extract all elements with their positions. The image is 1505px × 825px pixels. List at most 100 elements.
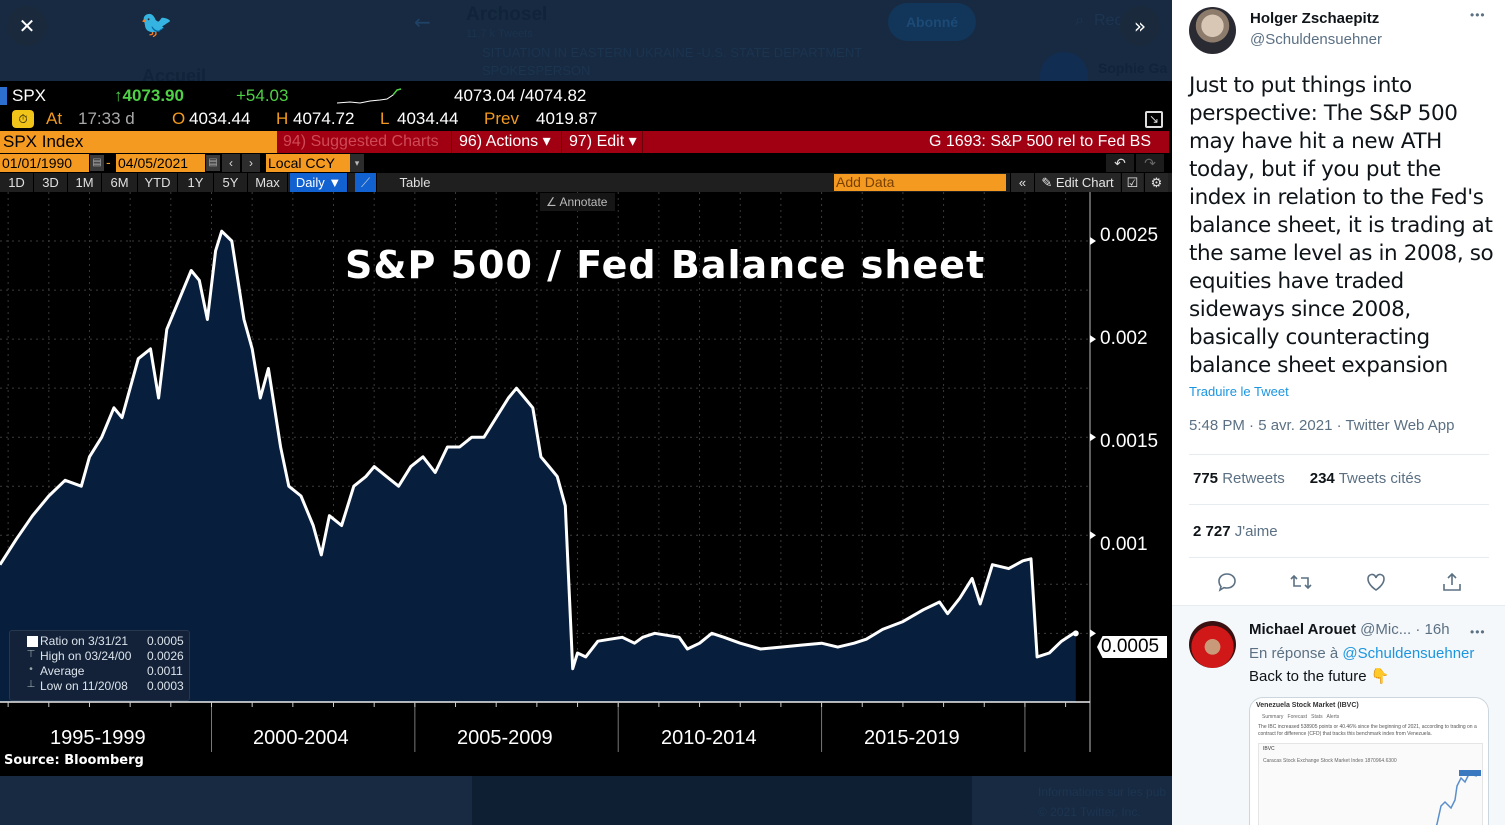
- expand-panel-button[interactable]: »: [1120, 6, 1160, 46]
- legend-label: High on 03/24/00: [40, 649, 132, 663]
- author-handle[interactable]: @Schuldensuehner: [1250, 31, 1382, 48]
- legend-label: Low on 11/20/08: [40, 679, 128, 693]
- date-separator: -: [106, 154, 111, 170]
- y-tick-label: 0.001: [1100, 534, 1148, 555]
- quote-time: 17:33 d: [78, 109, 135, 128]
- calendar-icon: ▤: [90, 155, 104, 171]
- quotes-count: 234: [1309, 470, 1335, 487]
- bid-ask: 4073.04 /4074.82: [454, 86, 587, 105]
- series-line: [0, 229, 1076, 671]
- low-label: L: [380, 109, 390, 128]
- prev-label: Prev: [484, 109, 519, 128]
- card-symbol: IBVC: [1263, 746, 1275, 752]
- add-data-input: Add Data: [834, 174, 1006, 191]
- range-1m: 1M: [68, 173, 102, 192]
- edit-chart-label: Edit Chart: [1055, 175, 1114, 190]
- redo-icon: ↷: [1136, 154, 1164, 172]
- translate-link[interactable]: Traduire le Tweet: [1189, 384, 1289, 399]
- last-price: ↑4073.90: [114, 86, 184, 105]
- card-series: Caracas Stock Exchange Stock Market Inde…: [1263, 758, 1397, 764]
- reply-handle[interactable]: @Mic...: [1360, 621, 1412, 638]
- x-tick-label: 2010-2014: [661, 727, 757, 749]
- tweet-panel: Holger Zschaepitz @Schuldensuehner ••• J…: [1172, 0, 1505, 825]
- likes-link[interactable]: 2 727 J'aime: [1193, 523, 1278, 540]
- twitter-logo-icon: 🐦: [140, 10, 173, 40]
- background-chart: [472, 776, 972, 825]
- y-tick-mark: [1090, 237, 1096, 246]
- next-period-icon: ›: [242, 154, 260, 172]
- like-icon[interactable]: [1364, 570, 1388, 594]
- background-headline: SITUATION IN EASTERN UKRAINE -U.S. STATE…: [482, 45, 862, 78]
- author-name[interactable]: Holger Zschaepitz: [1250, 10, 1380, 27]
- actions-menu: 96) Actions ▾: [453, 131, 562, 153]
- range-1y: 1Y: [178, 173, 214, 192]
- calendar-icon: ▤: [206, 155, 220, 171]
- retweets-label: Retweets: [1222, 470, 1285, 487]
- reply-more-icon[interactable]: •••: [1470, 625, 1486, 639]
- open-value: 4034.44: [189, 109, 251, 128]
- tweet-timestamp[interactable]: 5:48 PM · 5 avr. 2021 · Twitter Web App: [1189, 417, 1455, 434]
- more-options-icon[interactable]: •••: [1470, 8, 1486, 22]
- high-marker-icon: ⊤: [26, 649, 36, 660]
- retweets-link[interactable]: 775 Retweets: [1193, 470, 1285, 487]
- retweets-count: 775: [1193, 470, 1219, 487]
- prev-period-icon: ‹: [222, 154, 240, 172]
- date-range-bar: 01/01/1990 ▤ - 04/05/2021 ▤ ‹ › Local CC…: [0, 154, 1172, 172]
- back-arrow-icon: ←: [414, 10, 431, 34]
- chart-title: S&P 500 / Fed Balance sheet: [345, 243, 986, 287]
- retweet-icon[interactable]: [1289, 570, 1313, 594]
- background-account-name: Archosel: [466, 4, 548, 25]
- share-icon[interactable]: [1440, 570, 1464, 594]
- average-marker-icon: •: [29, 664, 33, 675]
- reply-tweet[interactable]: Michael Arouet @Mic... · 16h ••• En répo…: [1172, 605, 1505, 825]
- divider: [1189, 454, 1489, 455]
- footer-copyright: © 2021 Twitter, Inc.: [1038, 805, 1141, 819]
- range-5y: 5Y: [214, 173, 248, 192]
- collapse-icon: «: [1010, 173, 1034, 192]
- range-1d: 1D: [0, 173, 34, 192]
- y-tick-mark: [1090, 433, 1096, 442]
- chart-legend: Ratio on 3/31/21 0.0005 ⊤ High on 03/24/…: [9, 630, 190, 701]
- gauge-icon: ⏱: [12, 110, 34, 128]
- suggested-user: Sophie Ga: [1098, 60, 1168, 76]
- x-tick-label: 1995-1999: [50, 727, 146, 749]
- open-label: O: [172, 109, 186, 128]
- legend-label: Ratio on 3/31/21: [40, 634, 129, 648]
- reply-icon[interactable]: [1215, 570, 1239, 594]
- reply-image[interactable]: Venezuela Stock Market (IBVC) Summary Fo…: [1249, 697, 1489, 825]
- low-value: 4034.44: [397, 109, 459, 128]
- x-tick-label: 2000-2004: [253, 727, 349, 749]
- start-date: 01/01/1990: [0, 154, 89, 172]
- range-max: Max: [248, 173, 288, 192]
- x-tick-label: 2005-2009: [457, 727, 553, 749]
- tweet-actions: [1172, 570, 1505, 594]
- author-avatar[interactable]: [1189, 7, 1236, 54]
- y-tick-label: 0.0015: [1100, 431, 1159, 452]
- undo-icon: ↶: [1106, 154, 1134, 172]
- reply-author-name[interactable]: Michael Arouet: [1249, 621, 1356, 638]
- close-button[interactable]: ✕: [7, 6, 47, 46]
- y-tick-mark: [1090, 335, 1096, 344]
- in-reply-to-link[interactable]: @Schuldensuehner: [1342, 645, 1475, 662]
- series-swatch: [27, 636, 38, 647]
- bloomberg-chart-image: SPX ↑4073.90 +54.03 4073.04 /4074.82 ⏱ A…: [0, 81, 1172, 776]
- likes-label: J'aime: [1234, 523, 1278, 540]
- reply-avatar[interactable]: [1189, 621, 1236, 668]
- last-point-marker: [1072, 630, 1079, 637]
- card-tabs: Summary Forecast Stats Alerts: [1262, 714, 1340, 720]
- high-value: 4074.72: [293, 109, 355, 128]
- background-footer: Informations sur les pub © 2021 Twitter,…: [1038, 782, 1172, 822]
- card-chart-line: [1435, 770, 1481, 825]
- ticker: SPX: [12, 86, 47, 105]
- likes-count: 2 727: [1193, 523, 1231, 540]
- reply-time[interactable]: · 16h: [1415, 621, 1450, 638]
- card-description: The IBC increased 538905 points or 40.46…: [1258, 724, 1477, 737]
- pencil-icon: ✎: [1041, 175, 1053, 190]
- table-toggle: Table: [399, 175, 431, 190]
- chevron-down-icon: ▾: [350, 154, 364, 172]
- currency-select: Local CCY: [266, 154, 350, 172]
- quotes-link[interactable]: 234 Tweets cités: [1310, 470, 1421, 487]
- reply-author: Michael Arouet @Mic... · 16h: [1249, 621, 1463, 638]
- divider: [1189, 504, 1489, 505]
